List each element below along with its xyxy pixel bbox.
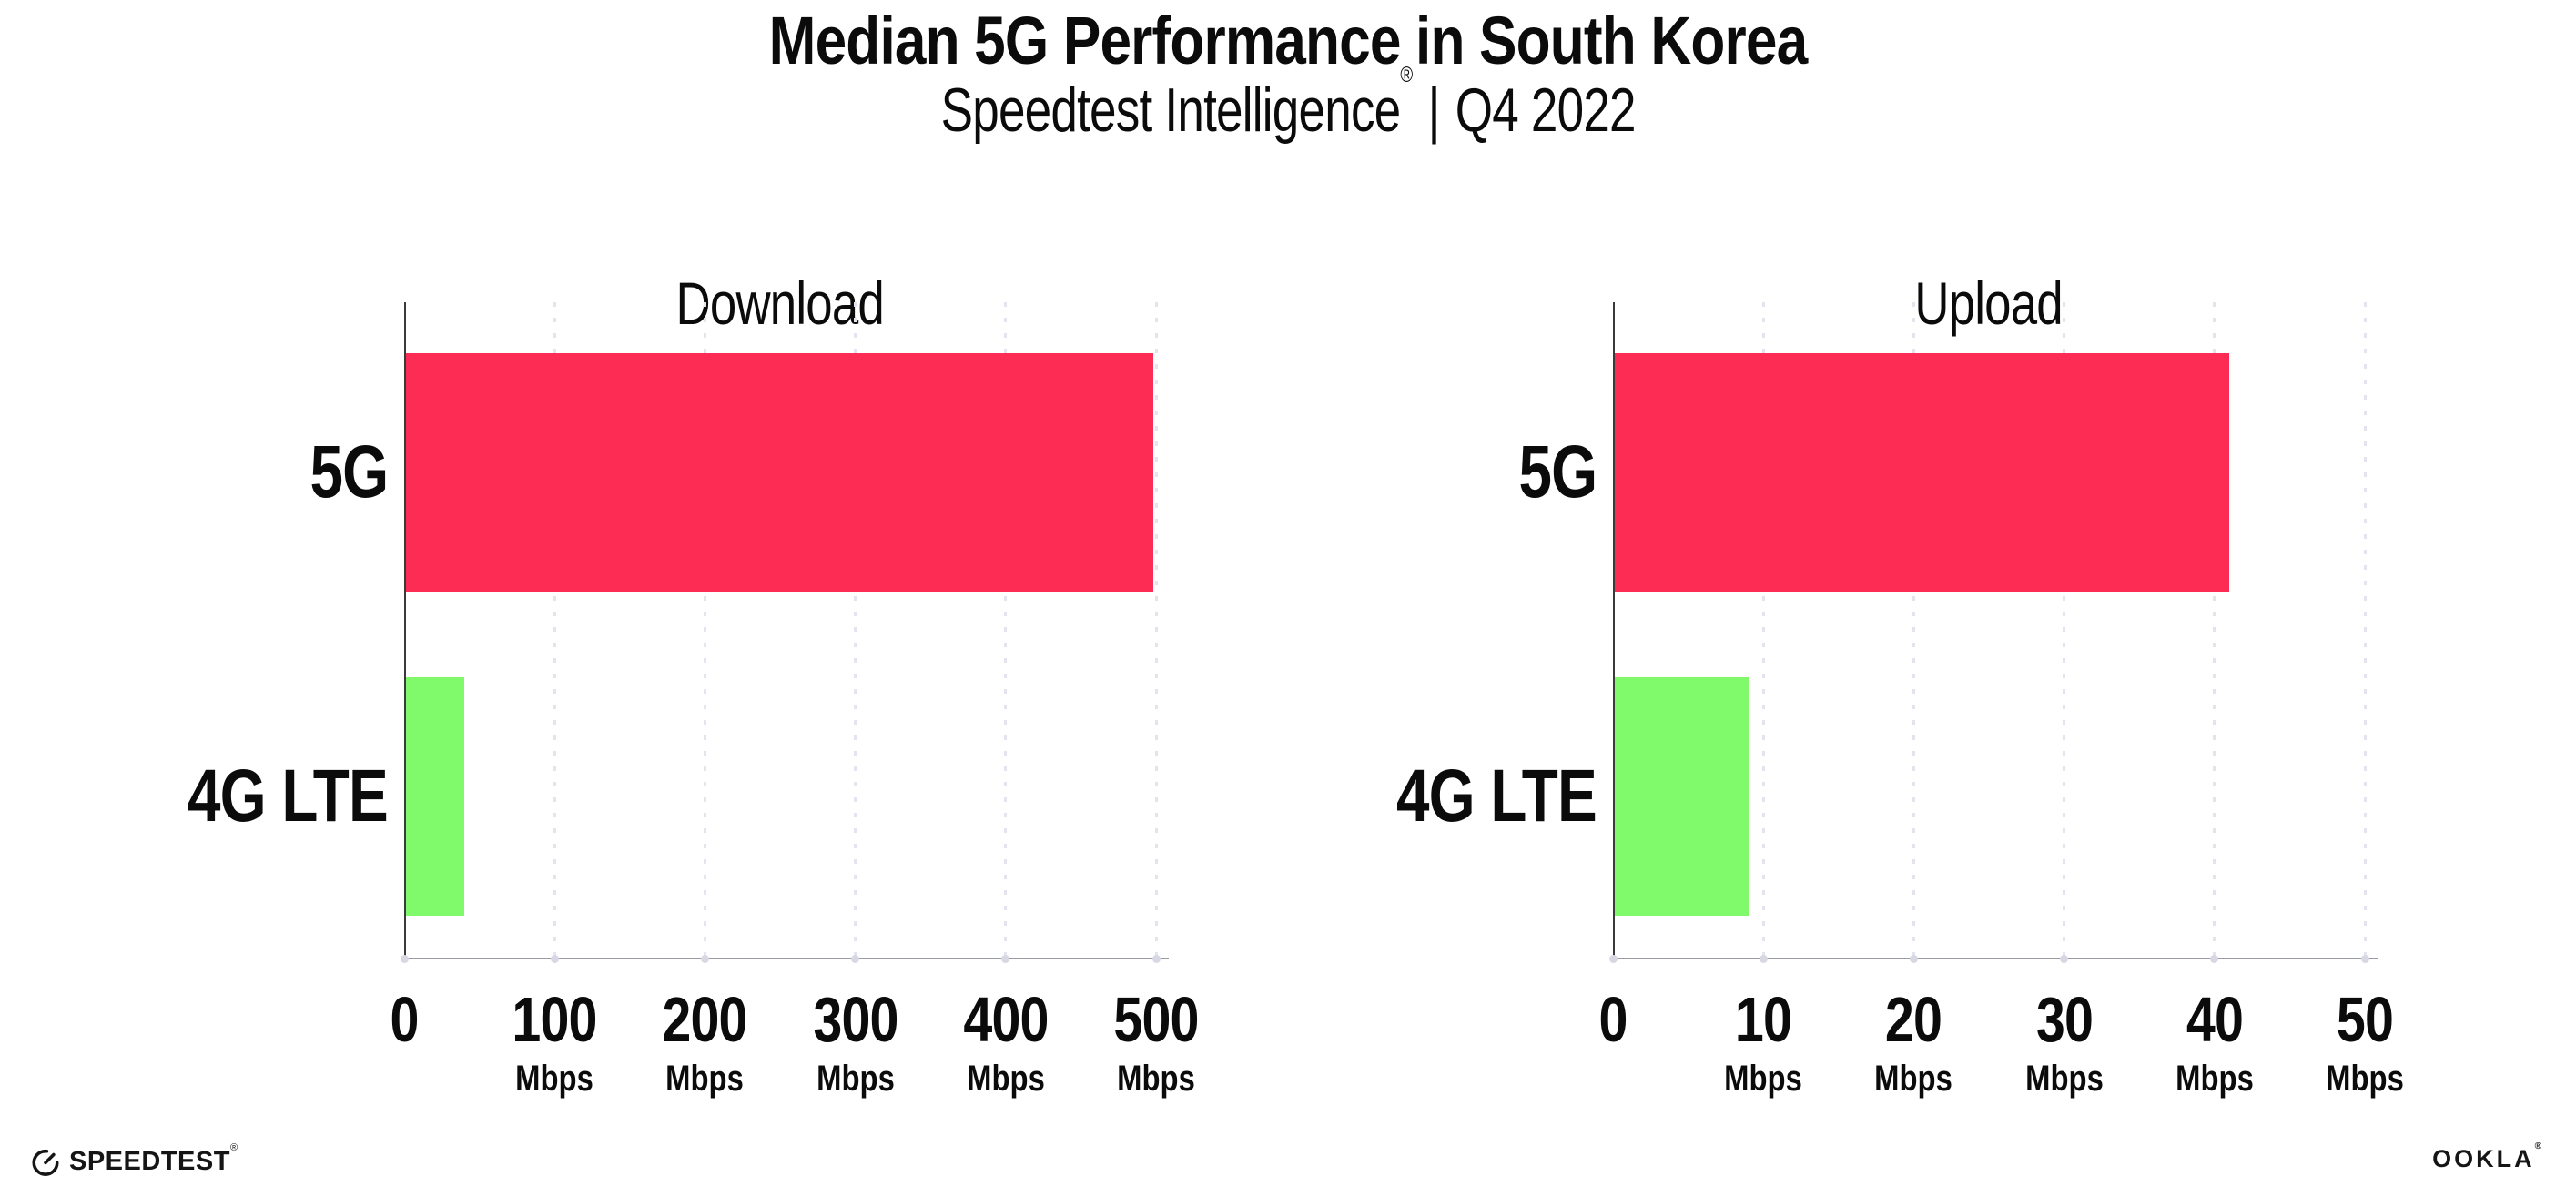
bar-5g — [404, 353, 1153, 592]
upload-plot: 5G 4G LTE 0 10 Mbps 20 Mbps 30 Mbps 40 Mbps 50 Mbps — [1396, 302, 2404, 1097]
x-tick-value: 0 — [1598, 984, 1628, 1055]
x-tick-value: 0 — [390, 984, 419, 1055]
bar-5g — [1613, 353, 2230, 592]
x-axis-line — [404, 958, 1169, 959]
category-label-4g-lte: 4G LTE — [1396, 755, 1597, 837]
upload-chart-title: Upload — [1914, 269, 2064, 337]
ookla-logo: OOKLA® — [2432, 1141, 2541, 1173]
x-tick-unit: Mbps — [2175, 1059, 2254, 1099]
tick-dot — [1151, 955, 1161, 963]
x-tick-unit: Mbps — [2326, 1059, 2404, 1099]
x-tick-label: 500 Mbps — [1074, 988, 1238, 1097]
bar-4g-lte — [1613, 677, 1749, 916]
gridline — [553, 302, 556, 959]
gridline — [1912, 302, 1915, 959]
tick-dot — [700, 955, 709, 963]
x-tick-label: 100 Mbps — [472, 988, 636, 1097]
tick-dot — [1909, 955, 1918, 963]
tick-dot — [400, 955, 409, 963]
tick-dot — [1759, 955, 1768, 963]
tick-dot — [1001, 955, 1010, 963]
header: Median 5G Performance in South Korea Spe… — [0, 7, 2576, 143]
subtitle-period: Q4 2022 — [1455, 76, 1637, 145]
tick-dot — [851, 955, 860, 963]
x-tick-label: 20 Mbps — [1831, 988, 1995, 1097]
x-tick-unit — [322, 1060, 486, 1097]
x-tick-value: 20 — [1885, 984, 1942, 1055]
x-tick-value: 100 — [512, 984, 598, 1055]
speedtest-registered-icon: ® — [229, 1141, 238, 1153]
x-tick-value: 200 — [662, 984, 748, 1055]
x-tick-label: 50 Mbps — [2283, 988, 2447, 1097]
category-label-5g: 5G — [309, 431, 389, 513]
download-chart-title: Download — [675, 269, 885, 337]
x-tick-value: 300 — [812, 984, 898, 1055]
download-plot: 5G 4G LTE 0 100 Mbps 200 Mbps 300 Mbps 400 Mbps 500… — [188, 302, 1199, 1097]
x-tick-unit: Mbps — [1117, 1059, 1195, 1099]
speedtest-logo: SPEEDTEST® — [30, 1141, 238, 1177]
x-tick-label: 0 — [1531, 988, 1695, 1097]
x-tick-label: 0 — [322, 988, 486, 1097]
x-tick-value: 40 — [2186, 984, 2244, 1055]
x-tick-unit: Mbps — [1874, 1059, 1953, 1099]
page-subtitle: Speedtest Intelligence® | Q4 2022 — [940, 64, 1637, 145]
gridline — [703, 302, 706, 959]
speedtest-wordmark: SPEEDTEST® — [69, 1141, 238, 1176]
ookla-wordmark: OOKLA — [2432, 1145, 2535, 1172]
ookla-registered-icon: ® — [2534, 1141, 2541, 1151]
x-tick-unit: Mbps — [515, 1059, 594, 1099]
tick-dot — [550, 955, 559, 963]
x-tick-value: 30 — [2035, 984, 2093, 1055]
x-tick-label: 300 Mbps — [773, 988, 937, 1097]
bar-4g-lte — [404, 677, 465, 916]
x-tick-unit: Mbps — [1724, 1059, 1803, 1099]
tick-dot — [2210, 955, 2219, 963]
gridline — [2063, 302, 2066, 959]
gridline — [1761, 302, 1765, 959]
gridline — [2363, 302, 2367, 959]
x-tick-label: 30 Mbps — [1982, 988, 2145, 1097]
gridline — [854, 302, 857, 959]
registered-mark-icon: ® — [1400, 63, 1413, 88]
x-tick-unit: Mbps — [816, 1059, 895, 1099]
gridline — [2213, 302, 2216, 959]
x-tick-value: 50 — [2336, 984, 2394, 1055]
subtitle-brand: Speedtest Intelligence — [940, 76, 1401, 145]
x-tick-unit: Mbps — [2024, 1059, 2104, 1099]
upload-chart: Upload 5G 4G LTE 0 10 Mbps 20 Mbps 30 Mbps 40 Mbps… — [1396, 269, 2404, 1097]
download-chart: Download 5G 4G LTE 0 100 Mbps 200 Mbps 300 Mbps 4… — [188, 269, 1199, 1097]
speedtest-gauge-icon — [32, 1149, 59, 1176]
x-tick-unit: Mbps — [665, 1059, 745, 1099]
x-tick-unit: Mbps — [966, 1059, 1045, 1099]
x-tick-value: 500 — [1113, 984, 1199, 1055]
page-title: Median 5G Performance in South Korea — [768, 3, 1809, 78]
tick-dot — [2360, 955, 2369, 963]
x-tick-label: 10 Mbps — [1681, 988, 1845, 1097]
subtitle-separator: | — [1427, 76, 1440, 145]
category-label-5g: 5G — [1518, 431, 1597, 513]
x-tick-value: 10 — [1735, 984, 1792, 1055]
category-label-4g-lte: 4G LTE — [188, 755, 389, 837]
gridline — [1154, 302, 1158, 959]
x-tick-value: 400 — [963, 984, 1049, 1055]
x-tick-label: 400 Mbps — [924, 988, 1088, 1097]
gridline — [1004, 302, 1008, 959]
x-tick-label: 40 Mbps — [2133, 988, 2297, 1097]
tick-dot — [2060, 955, 2069, 963]
x-tick-label: 200 Mbps — [623, 988, 786, 1097]
x-tick-unit — [1531, 1060, 1695, 1097]
tick-dot — [1608, 955, 1618, 963]
x-axis-line — [1613, 958, 2378, 959]
